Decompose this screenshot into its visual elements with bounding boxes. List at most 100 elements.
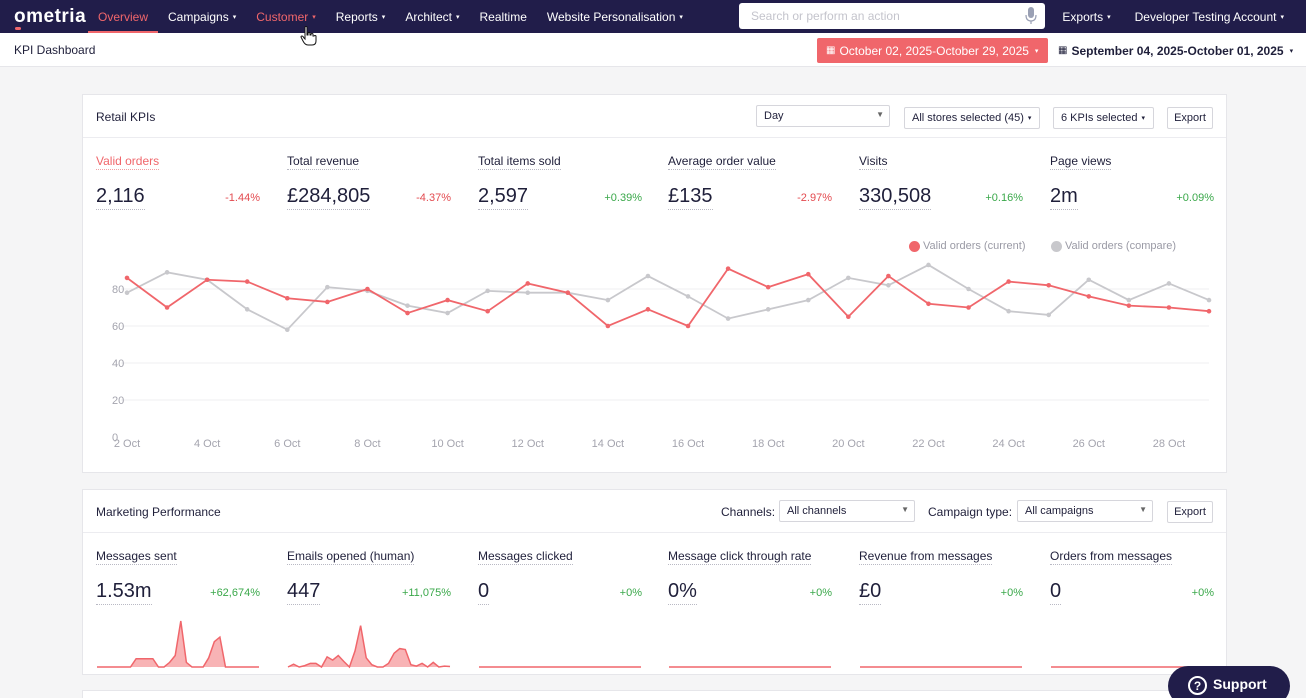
search-box[interactable] <box>739 3 1045 29</box>
legend-compare[interactable]: Valid orders (compare) <box>1051 240 1176 252</box>
data-point-compare[interactable] <box>445 310 450 316</box>
x-tick-label: 14 Oct <box>592 438 624 450</box>
support-button[interactable]: ? Support <box>1168 666 1290 698</box>
stores-select[interactable]: All stores selected (45) ▾ <box>904 107 1040 129</box>
data-point-compare[interactable] <box>725 316 731 321</box>
nav-item-realtime[interactable]: Realtime <box>470 0 537 33</box>
data-point-compare[interactable] <box>244 307 250 312</box>
nav-item-exports[interactable]: Exports ▾ <box>1048 0 1124 33</box>
logo-text: ometria <box>14 5 87 27</box>
data-point-compare[interactable] <box>966 286 971 292</box>
kpi-orders-from-messages[interactable]: Orders from messages 0 +0% <box>1050 547 1220 672</box>
data-point-current[interactable] <box>1166 305 1172 310</box>
data-point-compare[interactable] <box>846 275 851 281</box>
data-point-current[interactable] <box>1206 308 1212 314</box>
data-point-current[interactable] <box>725 266 731 271</box>
data-point-compare[interactable] <box>485 288 490 294</box>
data-point-current[interactable] <box>685 323 691 329</box>
dropdown-arrow-icon: ▼ <box>876 110 884 119</box>
data-point-compare[interactable] <box>1126 297 1132 303</box>
data-point-current[interactable] <box>645 307 651 312</box>
data-point-compare[interactable] <box>1166 281 1172 286</box>
data-point-current[interactable] <box>805 271 811 277</box>
kpi-total-items-sold[interactable]: Total items sold 2,597 +0.39% <box>478 152 648 227</box>
kpi-visits[interactable]: Visits 330,508 +0.16% <box>859 152 1029 227</box>
data-point-compare[interactable] <box>765 307 771 312</box>
data-point-compare[interactable] <box>605 297 611 303</box>
data-point-current[interactable] <box>284 295 290 301</box>
data-point-compare[interactable] <box>325 284 330 290</box>
data-point-current[interactable] <box>124 275 130 281</box>
microphone-icon[interactable] <box>1025 7 1037 25</box>
data-point-current[interactable] <box>1086 294 1092 299</box>
data-point-compare[interactable] <box>1046 312 1052 318</box>
data-point-compare[interactable] <box>886 283 891 288</box>
kpi-revenue-from-messages[interactable]: Revenue from messages £0 +0% <box>859 547 1029 672</box>
campaign-type-select[interactable]: All campaigns ▼ <box>1017 500 1153 522</box>
marketing-export-button[interactable]: Export <box>1167 501 1213 523</box>
ometria-logo[interactable]: ometria <box>0 5 88 30</box>
data-point-current[interactable] <box>765 284 771 290</box>
data-point-current[interactable] <box>365 286 370 292</box>
nav-item-overview[interactable]: Overview <box>88 0 159 33</box>
data-point-current[interactable] <box>445 297 450 303</box>
data-point-current[interactable] <box>926 301 931 307</box>
search-input[interactable] <box>751 9 1011 23</box>
data-point-current[interactable] <box>1126 303 1132 308</box>
data-point-compare[interactable] <box>685 294 691 299</box>
data-point-current[interactable] <box>244 279 250 284</box>
data-point-current[interactable] <box>525 281 531 286</box>
legend-current[interactable]: Valid orders (current) <box>909 240 1026 252</box>
kpi-average-order-value[interactable]: Average order value £135 -2.97% <box>668 152 838 227</box>
kpi-value: £284,805 <box>287 185 371 210</box>
data-point-compare[interactable] <box>164 270 170 275</box>
data-point-compare[interactable] <box>284 327 290 332</box>
data-point-compare[interactable] <box>1086 277 1092 283</box>
data-point-compare[interactable] <box>405 303 410 308</box>
data-point-current[interactable] <box>164 305 170 310</box>
legend-compare-swatch <box>1051 240 1062 252</box>
data-point-compare[interactable] <box>645 273 651 279</box>
data-point-compare[interactable] <box>1006 308 1011 314</box>
data-point-current[interactable] <box>325 299 330 305</box>
data-point-current[interactable] <box>1006 279 1011 284</box>
nav-item-campaigns[interactable]: Campaigns ▾ <box>158 0 246 33</box>
kpi-value: 2,116 <box>96 185 145 210</box>
kpi-page-views[interactable]: Page views 2m +0.09% <box>1050 152 1220 227</box>
data-point-current[interactable] <box>1046 283 1052 288</box>
nav-item-reports[interactable]: Reports ▾ <box>326 0 396 33</box>
data-point-current[interactable] <box>846 314 851 320</box>
data-point-compare[interactable] <box>805 297 811 303</box>
period-select[interactable]: Day ▼ <box>756 105 890 127</box>
data-point-compare[interactable] <box>1206 297 1212 303</box>
channels-select[interactable]: All channels ▼ <box>779 500 915 522</box>
data-point-current[interactable] <box>966 305 971 310</box>
nav-item-website-personalisation[interactable]: Website Personalisation ▾ <box>537 0 693 33</box>
data-point-current[interactable] <box>405 310 410 316</box>
compare-date-range-button[interactable]: ▦ September 04, 2025-October 01, 2025 ▾ <box>1058 38 1293 63</box>
nav-item-architect[interactable]: Architect ▾ <box>395 0 469 33</box>
current-date-range-button[interactable]: ▦ October 02, 2025-October 29, 2025 ▾ <box>817 38 1048 63</box>
data-point-current[interactable] <box>485 308 490 314</box>
kpi-message-click-through-rate[interactable]: Message click through rate 0% +0% <box>668 547 838 672</box>
sparkline <box>1051 666 1213 668</box>
data-point-current[interactable] <box>565 290 571 295</box>
data-point-compare[interactable] <box>926 262 931 268</box>
kpi-messages-clicked[interactable]: Messages clicked 0 +0% <box>478 547 648 672</box>
x-tick-label: 20 Oct <box>832 438 864 450</box>
data-point-current[interactable] <box>605 323 611 329</box>
kpi-valid-orders[interactable]: Valid orders 2,116 -1.44% <box>96 152 266 227</box>
kpi-emails-opened-human[interactable]: Emails opened (human) 447 +11,075% <box>287 547 457 672</box>
data-point-current[interactable] <box>886 273 891 279</box>
kpi-messages-sent[interactable]: Messages sent 1.53m +62,674% <box>96 547 266 672</box>
support-label: Support <box>1213 676 1267 692</box>
data-point-compare[interactable] <box>124 290 130 295</box>
retail-export-button[interactable]: Export <box>1167 107 1213 129</box>
data-point-compare[interactable] <box>525 290 531 295</box>
nav-item-developer-testing-account[interactable]: Developer Testing Account ▾ <box>1125 0 1306 33</box>
x-tick-label: 16 Oct <box>672 438 704 450</box>
kpis-select[interactable]: 6 KPIs selected ▾ <box>1053 107 1154 129</box>
nav-item-customer[interactable]: Customer ▾ <box>246 0 326 33</box>
data-point-current[interactable] <box>204 277 210 283</box>
kpi-total-revenue[interactable]: Total revenue £284,805 -4.37% <box>287 152 457 227</box>
